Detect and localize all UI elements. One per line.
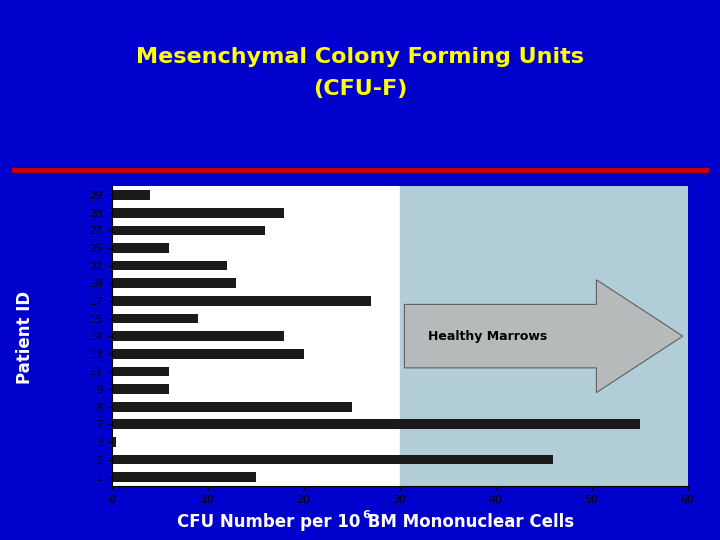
Bar — [112, 296, 371, 306]
Bar — [112, 243, 169, 253]
Bar — [112, 367, 169, 376]
Bar — [112, 208, 284, 218]
Bar — [112, 332, 284, 341]
Text: Mesenchymal Colony Forming Units: Mesenchymal Colony Forming Units — [136, 46, 584, 67]
Bar — [112, 349, 304, 359]
Bar — [112, 472, 256, 482]
Text: Healthy Marrows: Healthy Marrows — [428, 329, 548, 343]
Bar — [112, 190, 150, 200]
Bar — [112, 437, 117, 447]
Text: (CFU-F): (CFU-F) — [312, 79, 408, 99]
Bar — [112, 402, 351, 411]
Polygon shape — [405, 280, 683, 393]
Text: BM Mononuclear Cells: BM Mononuclear Cells — [362, 513, 575, 531]
Text: 6: 6 — [362, 510, 370, 519]
Bar — [400, 186, 688, 486]
Bar — [112, 384, 169, 394]
Bar — [112, 420, 639, 429]
Text: Patient ID: Patient ID — [16, 291, 35, 384]
Text: CFU Number per 10: CFU Number per 10 — [176, 513, 360, 531]
Bar — [112, 279, 236, 288]
Bar — [112, 261, 227, 271]
Bar — [112, 226, 265, 235]
Bar — [112, 455, 553, 464]
Bar — [112, 314, 198, 323]
